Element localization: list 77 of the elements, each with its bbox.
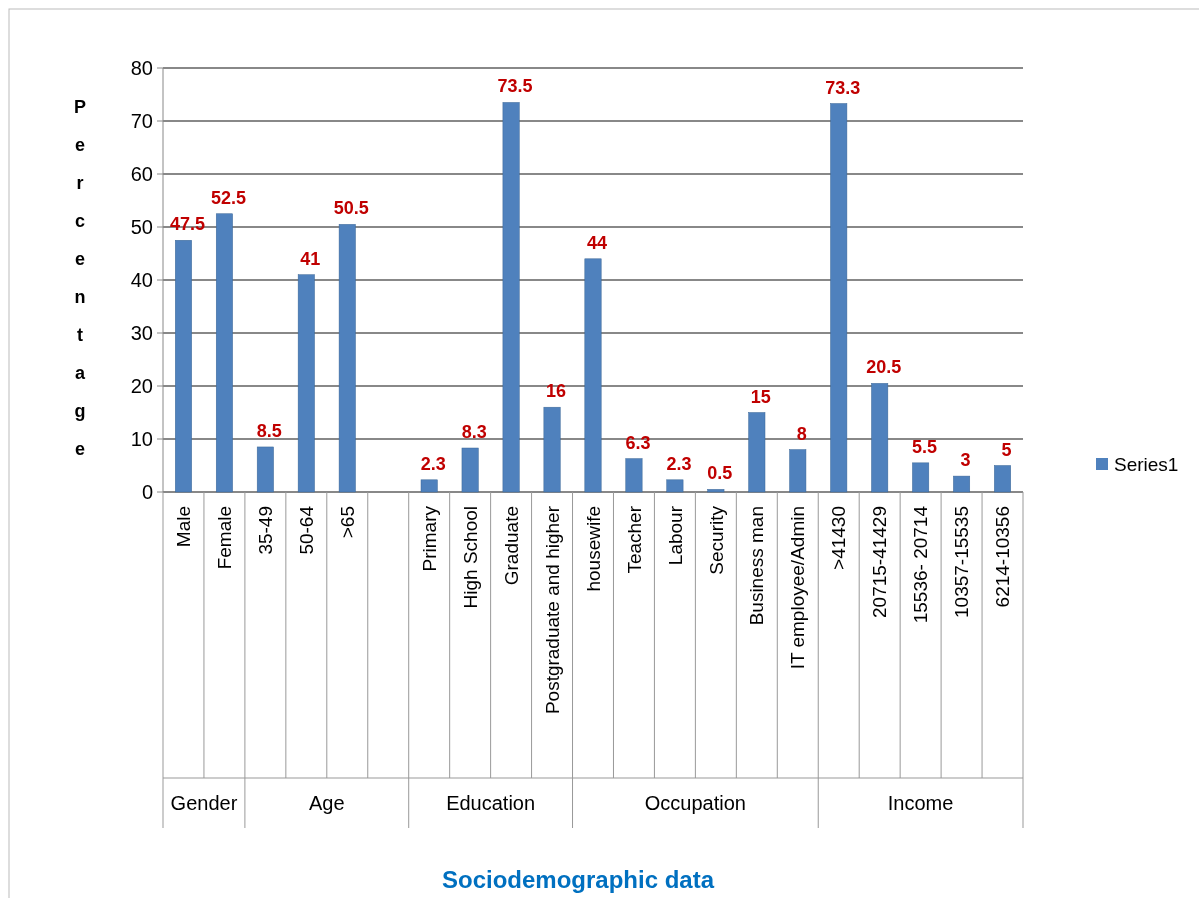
data-label: 5.5 [912, 436, 938, 457]
y-tick-label: 80 [130, 57, 153, 79]
x-tick-label: Male [173, 506, 195, 548]
data-label: 6.3 [625, 432, 651, 453]
bar [789, 449, 807, 493]
bar [543, 406, 561, 493]
x-tick-label: 20715-41429 [869, 506, 891, 618]
bar [461, 447, 479, 493]
data-label: 20.5 [866, 357, 902, 378]
x-tick-label: Primary [418, 505, 440, 572]
data-label: 52.5 [210, 187, 246, 208]
y-tick-label: 20 [130, 375, 153, 397]
bar [338, 224, 356, 493]
bar [748, 412, 766, 493]
data-label: 0.5 [707, 463, 733, 484]
x-tick-label: Business man [746, 506, 768, 626]
x-tick-label: Female [214, 506, 236, 570]
data-label: 8.3 [461, 422, 487, 443]
text: Income [887, 792, 954, 814]
x-tick-label: 10357-15535 [951, 506, 973, 618]
data-label: 47.5 [169, 214, 205, 235]
y-tick-label: 60 [130, 163, 153, 185]
x-tick-label: >41430 [828, 506, 850, 570]
data-label: 15 [750, 386, 771, 407]
x-tick-label: >65 [336, 506, 358, 539]
bar [871, 383, 889, 493]
x-tick-label: Security [705, 505, 727, 575]
bar [830, 103, 848, 493]
y-tick-label: 0 [141, 481, 153, 503]
bar [584, 258, 602, 493]
bar [420, 479, 438, 493]
data-label: 8.5 [256, 420, 282, 441]
bar [953, 475, 971, 493]
legend-label: Series1 [1114, 453, 1179, 475]
text: Age [309, 792, 345, 814]
x-tick-label: 50-64 [295, 505, 317, 555]
data-label: 44 [586, 232, 608, 253]
text: Education [446, 792, 536, 814]
y-tick-label: 70 [130, 110, 153, 132]
data-label: 2.3 [420, 453, 446, 474]
x-tick-label: 15536- 20714 [910, 505, 932, 624]
text: Gender [170, 792, 238, 814]
data-label: 2.3 [666, 453, 692, 474]
data-label: 50.5 [333, 198, 369, 219]
x-tick-label: Graduate [500, 506, 522, 586]
x-tick-label: IT employee/Admin [787, 506, 809, 670]
bar [175, 240, 192, 493]
x-tick-label: 6214-10356 [992, 506, 1014, 608]
bar [666, 479, 684, 493]
data-label: 16 [546, 381, 567, 402]
x-tick-label: Postgraduate and higher [541, 505, 563, 715]
text: Percentage [73, 97, 87, 459]
data-label: 3 [960, 450, 971, 471]
bar [912, 462, 930, 493]
bar [215, 213, 233, 493]
bar [256, 446, 274, 493]
data-label: 8 [796, 423, 807, 444]
text: Occupation [644, 792, 746, 814]
data-label: 73.5 [497, 76, 533, 97]
bar [707, 489, 725, 493]
x-tick-label: 35-49 [255, 506, 277, 555]
x-tick-label: High School [459, 506, 481, 609]
y-tick-label: 50 [130, 216, 153, 238]
data-label: 73.3 [825, 77, 861, 98]
bar [502, 102, 520, 493]
x-tick-label: Teacher [623, 505, 645, 574]
bar [625, 458, 643, 493]
data-label: 5 [1001, 439, 1012, 460]
x-tick-label: Labour [664, 505, 686, 566]
y-tick-label: 10 [130, 428, 153, 450]
bar [297, 274, 315, 493]
data-label: 41 [300, 248, 321, 269]
text: Sociodemographic data [441, 866, 715, 893]
bar [994, 465, 1011, 493]
x-tick-label: housewife [582, 506, 604, 592]
y-tick-label: 40 [130, 269, 153, 291]
y-tick-label: 30 [130, 322, 153, 344]
